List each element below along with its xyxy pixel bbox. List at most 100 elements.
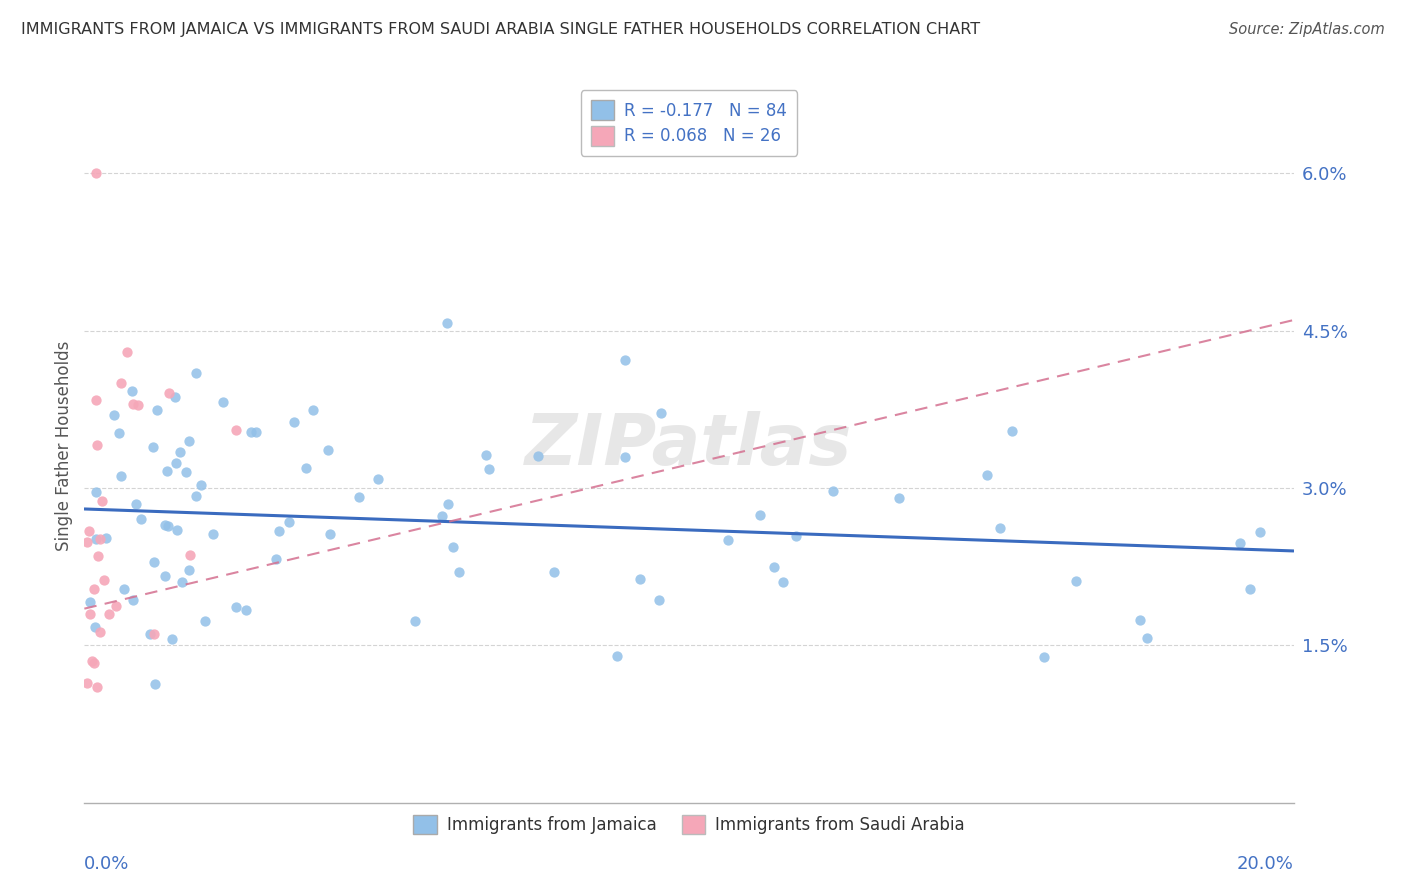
Point: [302, 402, 325, 417]
Point: [785, 529, 807, 543]
Point: [367, 472, 389, 486]
Point: [127, 398, 149, 412]
Point: [172, 575, 194, 590]
Point: [1064, 574, 1087, 589]
Point: [83, 620, 105, 634]
Text: ZIPatlas: ZIPatlas: [526, 411, 852, 481]
Legend: Immigrants from Jamaica, Immigrants from Saudi Arabia: Immigrants from Jamaica, Immigrants from…: [406, 808, 972, 841]
Point: [76, 535, 98, 549]
Point: [79, 524, 101, 539]
Point: [190, 478, 212, 492]
Point: [240, 425, 263, 439]
Point: [79, 595, 101, 609]
Text: Source: ZipAtlas.com: Source: ZipAtlas.com: [1229, 22, 1385, 37]
Point: [543, 565, 565, 579]
Point: [169, 445, 191, 459]
Point: [1229, 536, 1251, 550]
Point: [225, 423, 247, 437]
Point: [176, 465, 198, 479]
Point: [404, 615, 426, 629]
Text: 20.0%: 20.0%: [1237, 855, 1294, 873]
Point: [143, 627, 166, 641]
Point: [86, 681, 108, 695]
Point: [1249, 524, 1271, 539]
Point: [976, 468, 998, 483]
Point: [94, 531, 117, 545]
Point: [823, 483, 845, 498]
Point: [267, 524, 290, 538]
Point: [526, 450, 548, 464]
Point: [125, 497, 148, 511]
Point: [86, 532, 108, 546]
Point: [763, 560, 786, 574]
Point: [157, 518, 180, 533]
Point: [108, 426, 131, 441]
Point: [97, 607, 120, 621]
Point: [478, 461, 501, 475]
Point: [86, 393, 108, 408]
Point: [142, 440, 165, 454]
Point: [165, 456, 187, 470]
Text: 0.0%: 0.0%: [84, 855, 129, 873]
Y-axis label: Single Father Households: Single Father Households: [55, 341, 73, 551]
Point: [432, 509, 454, 524]
Point: [122, 592, 145, 607]
Point: [160, 632, 183, 647]
Point: [83, 656, 105, 670]
Point: [441, 540, 464, 554]
Point: [165, 390, 187, 404]
Point: [86, 438, 108, 452]
Point: [1001, 424, 1024, 438]
Point: [112, 582, 135, 596]
Point: [153, 569, 176, 583]
Point: [283, 415, 305, 429]
Point: [89, 532, 111, 546]
Point: [716, 533, 738, 548]
Point: [121, 384, 143, 398]
Point: [245, 425, 267, 440]
Point: [105, 599, 128, 613]
Point: [89, 624, 111, 639]
Point: [436, 317, 458, 331]
Point: [436, 497, 458, 511]
Point: [146, 402, 169, 417]
Point: [186, 489, 208, 503]
Point: [475, 448, 498, 462]
Point: [447, 566, 470, 580]
Point: [889, 491, 911, 505]
Point: [139, 627, 162, 641]
Point: [76, 676, 98, 690]
Point: [613, 352, 636, 367]
Point: [225, 599, 247, 614]
Point: [156, 464, 179, 478]
Point: [110, 376, 132, 390]
Point: [91, 494, 114, 508]
Point: [121, 397, 143, 411]
Text: IMMIGRANTS FROM JAMAICA VS IMMIGRANTS FROM SAUDI ARABIA SINGLE FATHER HOUSEHOLDS: IMMIGRANTS FROM JAMAICA VS IMMIGRANTS FR…: [21, 22, 980, 37]
Point: [143, 555, 166, 569]
Point: [294, 461, 316, 475]
Point: [316, 443, 339, 458]
Point: [86, 166, 108, 180]
Point: [628, 572, 651, 586]
Point: [647, 592, 669, 607]
Point: [1136, 631, 1159, 645]
Point: [1239, 582, 1261, 597]
Point: [277, 515, 299, 529]
Point: [748, 508, 770, 522]
Point: [319, 527, 342, 541]
Point: [157, 386, 180, 401]
Point: [155, 518, 177, 533]
Point: [179, 563, 201, 577]
Point: [235, 603, 257, 617]
Point: [87, 549, 110, 563]
Point: [115, 344, 138, 359]
Point: [93, 574, 115, 588]
Point: [349, 490, 371, 504]
Point: [103, 409, 125, 423]
Point: [131, 511, 153, 525]
Point: [1032, 649, 1054, 664]
Point: [79, 607, 101, 622]
Point: [179, 549, 201, 563]
Point: [193, 614, 215, 628]
